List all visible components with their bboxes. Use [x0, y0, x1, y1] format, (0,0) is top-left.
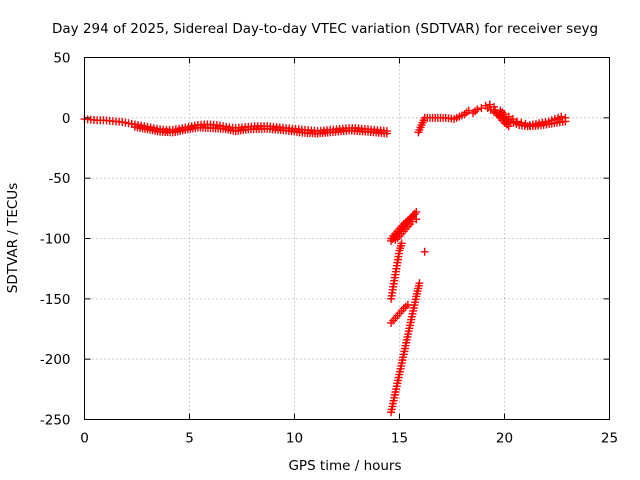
- data-point: [397, 239, 406, 248]
- data-point: [382, 129, 391, 138]
- series-drop-line-b: [387, 279, 424, 417]
- series-after-gap-lower: [483, 104, 570, 131]
- series-drop-arc-lower: [387, 300, 412, 327]
- y-tick-label: -150: [40, 292, 71, 308]
- y-tick-label: -200: [40, 352, 71, 368]
- plot-frame: [84, 57, 610, 420]
- series-main-lower-band: [130, 122, 391, 138]
- data-layer: [80, 100, 570, 417]
- series-isolated: [420, 247, 429, 256]
- y-tick-label: -250: [40, 413, 71, 429]
- grid-layer: [84, 57, 610, 420]
- y-tick-label: 50: [53, 51, 70, 67]
- data-point: [473, 105, 482, 114]
- x-tick-label: 0: [80, 431, 89, 447]
- data-point: [387, 236, 396, 245]
- y-tick-label: -100: [40, 232, 71, 248]
- x-tick-labels: 0 5 10 15 20 25: [80, 431, 618, 447]
- y-tick-label: 0: [62, 111, 71, 127]
- chart-title: Day 294 of 2025, Sidereal Day-to-day VTE…: [52, 21, 598, 37]
- data-point: [420, 247, 429, 256]
- data-point: [412, 215, 421, 224]
- y-tick-label: -50: [48, 171, 70, 187]
- series-after-gap: [414, 100, 570, 137]
- series-drop-line-a: [387, 239, 406, 303]
- x-tick-label: 20: [496, 431, 513, 447]
- data-point: [415, 279, 424, 288]
- data-point: [557, 112, 566, 121]
- data-point: [408, 217, 417, 226]
- x-tick-label: 15: [391, 431, 408, 447]
- y-axis-label: SDTVAR / TECUs: [5, 183, 21, 293]
- series-drop-arc-upper: [387, 207, 421, 245]
- x-axis-label: GPS time / hours: [288, 458, 401, 474]
- tick-layer: [84, 57, 610, 420]
- data-point: [561, 117, 570, 126]
- x-tick-label: 10: [286, 431, 303, 447]
- y-tick-labels: 50 0 -50 -100 -150 -200 -250: [40, 51, 71, 429]
- x-tick-label: 5: [185, 431, 194, 447]
- x-tick-label: 25: [601, 431, 618, 447]
